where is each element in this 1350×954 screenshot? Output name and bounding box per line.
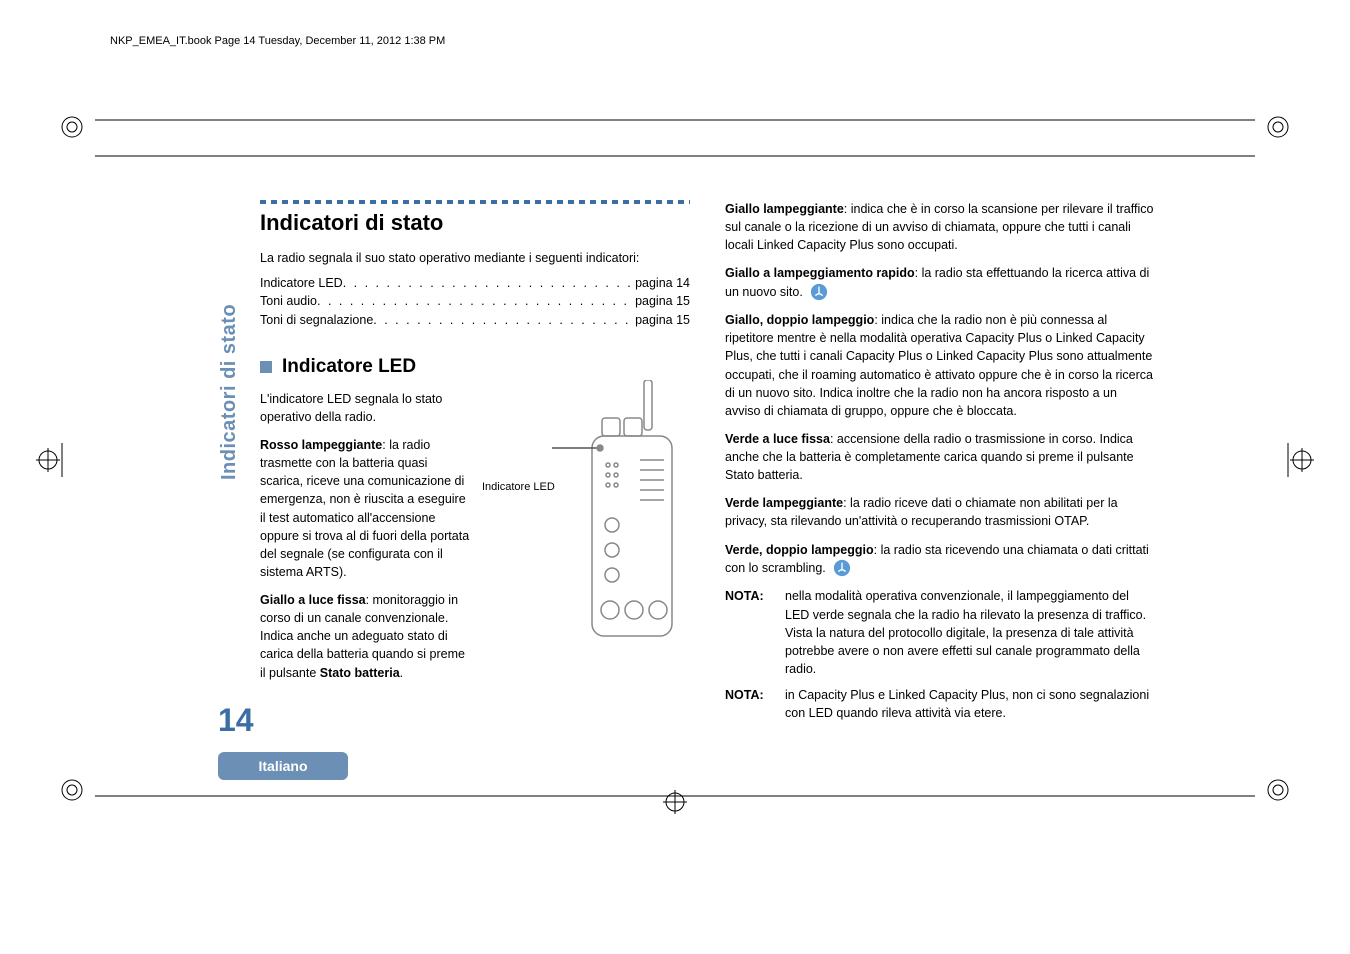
- note-label: NOTA:: [725, 587, 771, 678]
- led-intro: L'indicatore LED segnala lo stato operat…: [260, 390, 470, 426]
- toc-dots: [373, 311, 635, 330]
- note-label: NOTA:: [725, 686, 771, 722]
- toc-label: Toni di segnalazione: [260, 311, 373, 330]
- toc-page: pagina 15: [635, 311, 690, 330]
- giallo-rapido-head: Giallo a lampeggiamento rapido: [725, 266, 915, 280]
- square-bullet-icon: [260, 361, 272, 373]
- toc-row: Toni audio pagina 15: [260, 292, 690, 311]
- rosso-paragraph: Rosso lampeggiante: la radio trasmette c…: [260, 436, 470, 581]
- right-column: Giallo lampeggiante: indica che è in cor…: [725, 200, 1155, 730]
- radio-icon: [552, 380, 692, 660]
- note-row: NOTA: in Capacity Plus e Linked Capacity…: [725, 686, 1155, 722]
- giallo-rapido-paragraph: Giallo a lampeggiamento rapido: la radio…: [725, 264, 1155, 301]
- verde-lamp-paragraph: Verde lampeggiante: la radio riceve dati…: [725, 494, 1155, 530]
- stato-batteria: Stato batteria: [320, 666, 400, 680]
- left-column: Indicatori di stato La radio segnala il …: [260, 200, 690, 692]
- verde-lamp-head: Verde lampeggiante: [725, 496, 843, 510]
- toc-row: Toni di segnalazione pagina 15: [260, 311, 690, 330]
- note-body: nella modalità operativa convenzionale, …: [785, 587, 1155, 678]
- figure-label: Indicatore LED: [482, 480, 555, 494]
- verde-doppio-head: Verde, doppio lampeggio: [725, 543, 874, 557]
- side-tab: Indicatori di stato: [218, 304, 241, 480]
- language-tab: Italiano: [218, 752, 348, 780]
- antenna-icon: [833, 559, 851, 577]
- section-rule: [260, 200, 690, 204]
- verde-doppio-paragraph: Verde, doppio lampeggio: la radio sta ri…: [725, 541, 1155, 578]
- intro-text: La radio segnala il suo stato operativo …: [260, 250, 690, 268]
- header-filename: NKP_EMEA_IT.book Page 14 Tuesday, Decemb…: [110, 35, 445, 47]
- note-body: in Capacity Plus e Linked Capacity Plus,…: [785, 686, 1155, 722]
- page-content: Indicatori di stato La radio segnala il …: [150, 90, 1200, 870]
- toc-dots: [343, 274, 635, 293]
- toc-label: Indicatore LED: [260, 274, 343, 293]
- giallo-doppio-paragraph: Giallo, doppio lampeggio: indica che la …: [725, 311, 1155, 420]
- subsection-title: Indicatore LED: [282, 356, 416, 378]
- toc-label: Toni audio: [260, 292, 317, 311]
- verde-fissa-head: Verde a luce fissa: [725, 432, 830, 446]
- toc-dots: [317, 292, 635, 311]
- giallo-doppio-body: : indica che la radio non è più connessa…: [725, 313, 1153, 418]
- rosso-head: Rosso lampeggiante: [260, 438, 382, 452]
- giallo-doppio-head: Giallo, doppio lampeggio: [725, 313, 874, 327]
- rosso-body: : la radio trasmette con la batteria qua…: [260, 438, 469, 579]
- giallo-lamp-head: Giallo lampeggiante: [725, 202, 844, 216]
- toc-page: pagina 15: [635, 292, 690, 311]
- page-title: Indicatori di stato: [260, 210, 690, 236]
- subsection-heading: Indicatore LED: [260, 356, 690, 378]
- toc-page: pagina 14: [635, 274, 690, 293]
- antenna-icon: [810, 283, 828, 301]
- verde-fissa-paragraph: Verde a luce fissa: accensione della rad…: [725, 430, 1155, 484]
- page-number: 14: [218, 702, 254, 739]
- toc-row: Indicatore LED pagina 14: [260, 274, 690, 293]
- note-row: NOTA: nella modalità operativa convenzio…: [725, 587, 1155, 678]
- giallo-lamp-paragraph: Giallo lampeggiante: indica che è in cor…: [725, 200, 1155, 254]
- giallo-fisso-head: Giallo a luce fissa: [260, 593, 366, 607]
- giallo-fisso-paragraph: Giallo a luce fissa: monitoraggio in cor…: [260, 591, 470, 682]
